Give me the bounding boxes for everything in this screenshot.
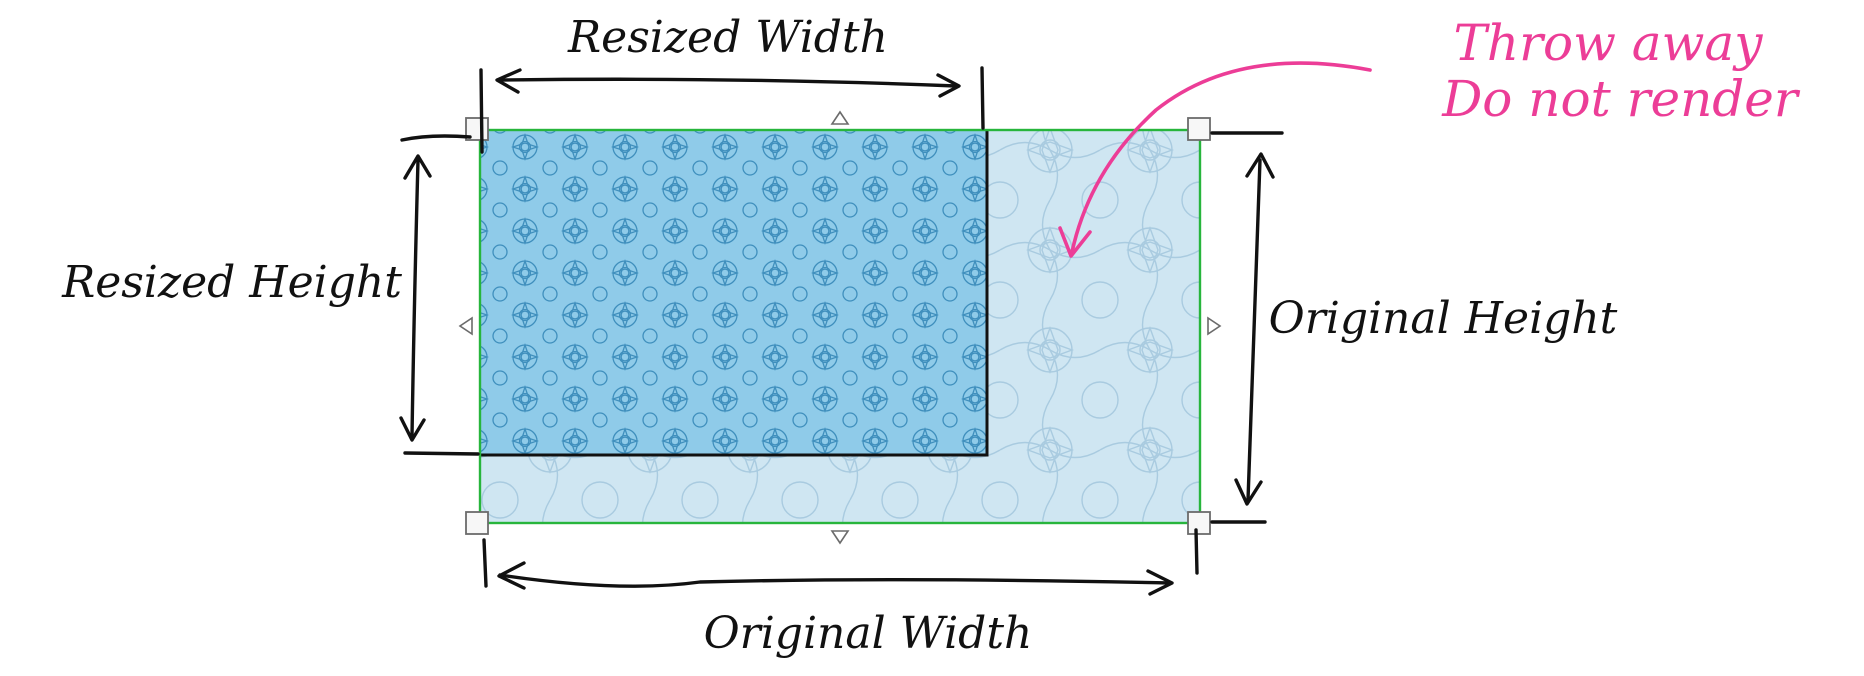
- original-width-dimension: [482, 528, 1199, 596]
- resized-image: [480, 130, 987, 455]
- throw-away-label-line2: Do not render: [1441, 70, 1801, 128]
- edge-handle-top[interactable]: [830, 110, 850, 125]
- original-height-dimension: [1210, 131, 1284, 524]
- resized-height-label: Resized Height: [61, 257, 402, 308]
- original-height-label: Original Height: [1269, 293, 1618, 344]
- handle-top-right[interactable]: [1187, 117, 1211, 141]
- handle-bottom-right[interactable]: [1187, 511, 1211, 535]
- edge-handle-right[interactable]: [1207, 316, 1222, 336]
- throw-away-label-line1: Throw away: [1454, 14, 1764, 72]
- resized-height-dimension: [399, 134, 480, 456]
- handle-bottom-left[interactable]: [465, 511, 489, 535]
- throw-away-arrow: [1058, 61, 1372, 258]
- edge-handle-left[interactable]: [458, 316, 473, 336]
- edge-handle-bottom[interactable]: [830, 530, 850, 545]
- resized-width-label: Resized Width: [567, 12, 888, 63]
- original-width-label: Original Width: [704, 608, 1033, 659]
- resized-image-border: [480, 130, 989, 457]
- resized-width-dimension: [479, 66, 985, 154]
- selection-outline: [478, 128, 1202, 525]
